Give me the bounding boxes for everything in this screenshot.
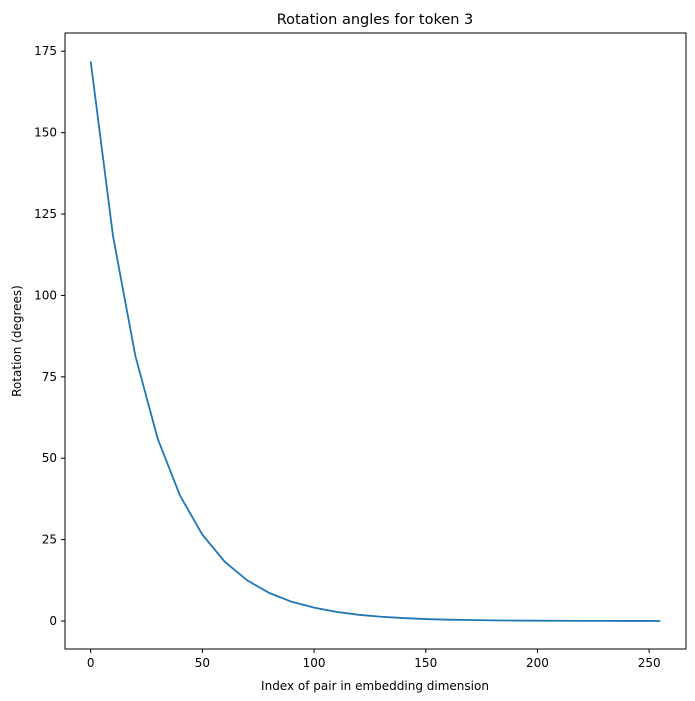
y-tick-label: 150 — [34, 126, 57, 140]
chart-title: Rotation angles for token 3 — [277, 12, 474, 28]
rotation-series-line — [89, 61, 661, 622]
y-tick-label: 75 — [42, 370, 57, 384]
y-tick-label: 175 — [34, 44, 57, 58]
y-axis-label: Rotation (degrees) — [10, 285, 24, 397]
y-tick-label: 125 — [34, 207, 57, 221]
x-tick-label: 100 — [303, 656, 326, 670]
y-tick-label: 25 — [42, 533, 57, 547]
y-tick-label: 0 — [49, 614, 57, 628]
x-tick-label: 50 — [195, 656, 210, 670]
x-tick-label: 0 — [87, 656, 95, 670]
y-axis: 0 25 50 75 100 125 150 175 — [34, 44, 65, 628]
y-tick-label: 50 — [42, 451, 57, 465]
y-tick-label: 100 — [34, 288, 57, 302]
plot-frame — [64, 32, 687, 650]
x-tick-label: 150 — [414, 656, 437, 670]
x-axis-label: Index of pair in embedding dimension — [261, 679, 489, 693]
x-axis: 0 50 100 150 200 250 — [87, 649, 661, 670]
x-tick-label: 200 — [526, 656, 549, 670]
x-tick-label: 250 — [638, 656, 661, 670]
